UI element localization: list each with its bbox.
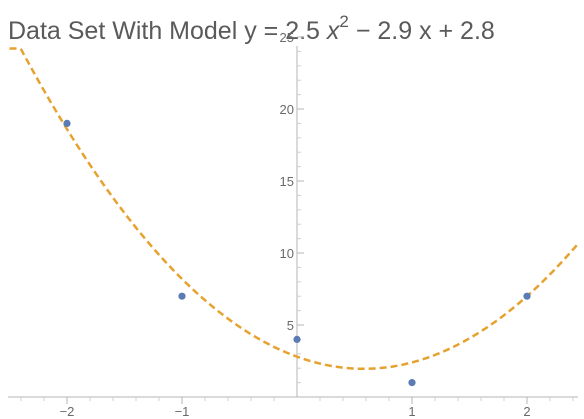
x-tick-label: −2 [60,404,75,419]
x-tick-label: 1 [408,404,415,419]
chart-title-prefix: Data Set With Model y = 2.5 [8,17,327,45]
chart-title-x-variable: x [326,17,341,45]
x-tick-label: −1 [175,404,190,419]
y-tick-label: 5 [287,318,294,333]
data-point [408,379,416,387]
data-point [178,292,186,300]
y-tick-label: 15 [280,174,294,189]
model-curve [9,47,580,371]
data-point [63,119,71,127]
y-tick-label: 25 [280,30,294,45]
data-point [293,335,301,343]
data-point [523,292,531,300]
y-tick-label: 20 [280,102,294,117]
chart-title-exponent: 2 [339,12,348,31]
axes [8,46,578,398]
chart-title: Data Set With Model y = 2.5 x2 − 2.9 x +… [8,12,495,45]
chart-title-suffix: − 2.9 x + 2.8 [349,17,495,45]
data-points [63,119,531,387]
y-tick-label: 10 [280,246,294,261]
x-tick-label: 2 [523,404,530,419]
ticks [20,36,574,404]
